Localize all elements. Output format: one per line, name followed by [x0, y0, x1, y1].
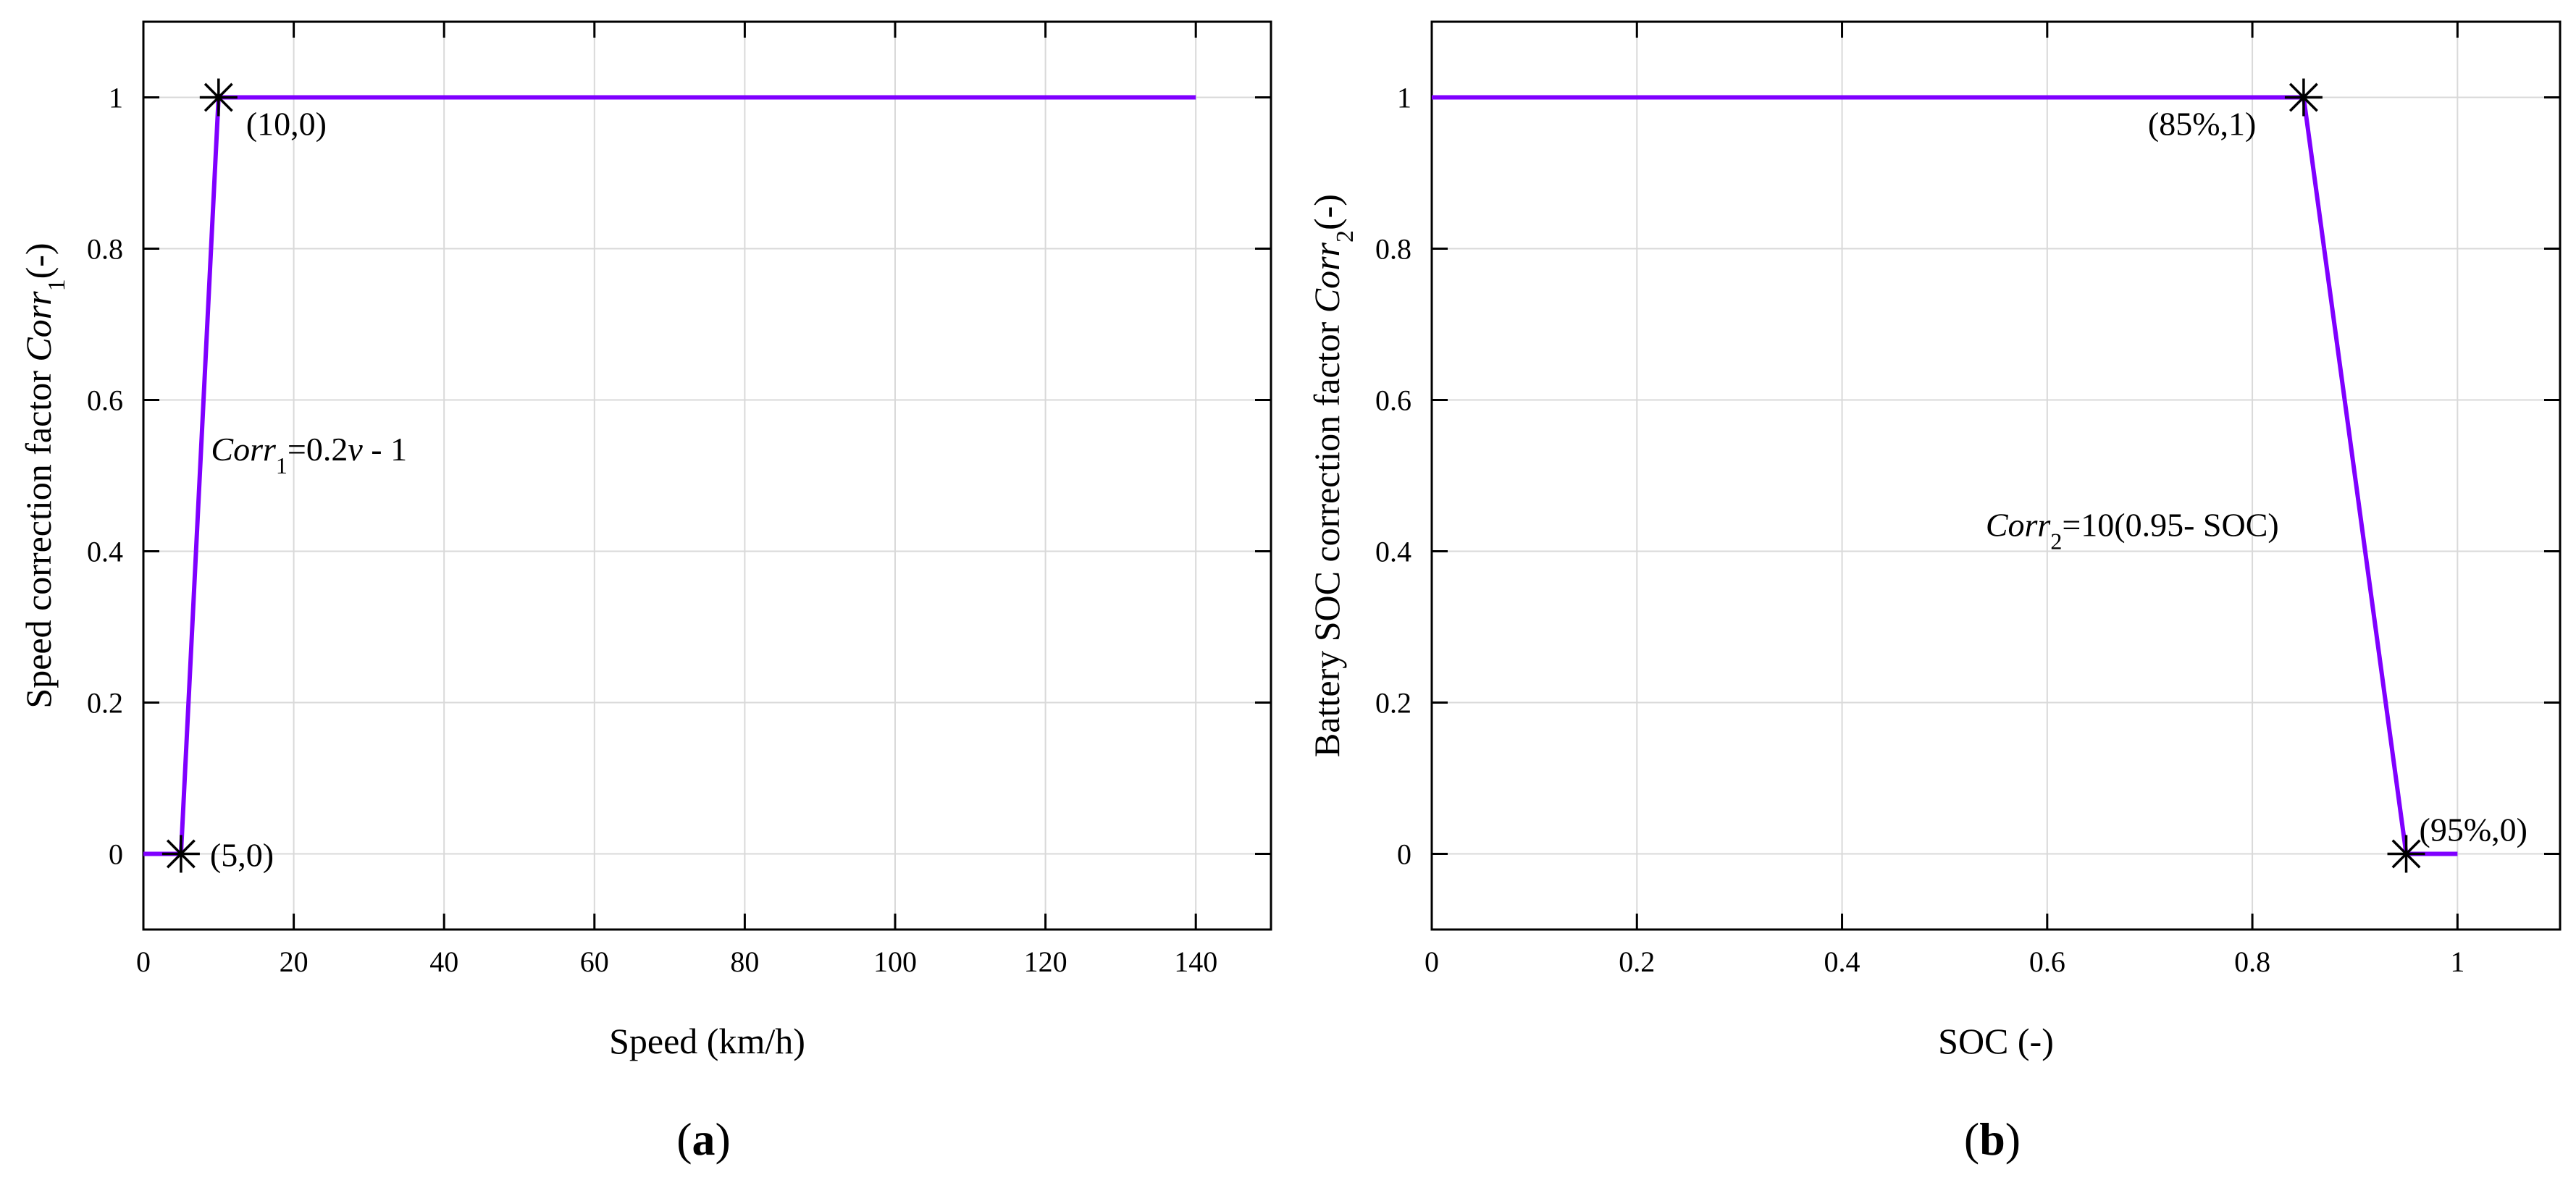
x-tick-label: 1: [2450, 945, 2464, 978]
data-marker: [2284, 78, 2323, 117]
panel-b-formula-annotation: Corr2=10(0.95- SOC): [1986, 507, 2279, 555]
x-tick-label: 20: [280, 945, 309, 978]
panel-a: 0 20 40 60 80 100 120 140 00.20.40.60.81 (5,0) …: [18, 20, 1272, 1165]
panel-a-markers: [161, 78, 238, 873]
panel-a-ticks: [142, 22, 1271, 930]
panel-b-y-tick-labels: 0 0.2 0.4 0.6 0.8 1: [1375, 82, 1411, 871]
y-tick-label: 0.2: [87, 687, 123, 720]
x-tick-label: 0.4: [1824, 945, 1860, 978]
panel-a-plot-frame: [142, 20, 1272, 931]
panel-b-markers: [2284, 78, 2425, 873]
x-tick-label: 0.2: [1619, 945, 1655, 978]
panel-b-marker-label-85-1: (85%,1): [2148, 106, 2256, 143]
panel-a-y-tick-labels: 0 0.2 0.4 0.6 0.8 1: [87, 82, 123, 871]
y-tick-label: 1: [109, 82, 123, 114]
y-tick-label: 0.2: [1375, 687, 1411, 720]
panel-a-grid: [143, 22, 1271, 930]
y-tick-label: 0.8: [87, 233, 123, 266]
y-tick-label: 1: [1397, 82, 1411, 114]
x-tick-label: 0: [1425, 945, 1439, 978]
panel-b-x-tick-labels: 0 0.2 0.4 0.6 0.8 1: [1425, 945, 2464, 978]
y-tick-label: 0.8: [1375, 233, 1411, 266]
x-tick-label: 80: [730, 945, 759, 978]
y-tick-label: 0: [1397, 838, 1411, 871]
data-marker: [161, 835, 200, 873]
panel-b-ticks: [1430, 22, 2560, 930]
x-tick-label: 40: [429, 945, 458, 978]
panel-a-formula-annotation: Corr1=0.2v - 1: [211, 431, 407, 479]
x-tick-label: 100: [873, 945, 917, 978]
panel-a-series: [143, 95, 1196, 856]
x-tick-label: 0.6: [2029, 945, 2065, 978]
panel-b-x-axis-label: SOC (-): [1938, 1021, 2054, 1061]
y-tick-label: 0.4: [87, 536, 123, 568]
x-tick-label: 120: [1024, 945, 1067, 978]
data-marker: [2387, 835, 2425, 873]
panel-b-plot-frame: [1430, 20, 2562, 931]
panel-b-series: [1432, 95, 2458, 856]
panel-b: 0 0.2 0.4 0.6 0.8 1 0 0.2 0.4 0.6 0.8 1 (85%,1) (9…: [1306, 20, 2562, 1165]
y-tick-label: 0.4: [1375, 536, 1411, 568]
panel-b-grid: [1432, 22, 2560, 930]
panel-a-x-axis-label: Speed (km/h): [609, 1021, 805, 1061]
x-tick-label: 140: [1174, 945, 1217, 978]
panel-b-y-axis-label: Battery SOC correction factor Corr2(-): [1306, 194, 1359, 757]
x-tick-label: 0.8: [2234, 945, 2270, 978]
y-tick-label: 0: [109, 838, 123, 871]
panel-a-marker-label-5-0: (5,0): [210, 837, 274, 874]
x-tick-label: 60: [580, 945, 609, 978]
y-tick-label: 0.6: [87, 384, 123, 417]
data-marker: [199, 78, 238, 117]
y-tick-label: 0.6: [1375, 384, 1411, 417]
panel-a-x-tick-labels: 0 20 40 60 80 100 120 140: [136, 945, 1217, 978]
panel-b-label: (b): [1964, 1113, 2021, 1165]
panel-a-marker-label-10-0: (10,0): [246, 106, 327, 143]
panel-a-label: (a): [676, 1113, 731, 1165]
panel-b-marker-label-95-0: (95%,0): [2420, 812, 2527, 848]
series-line: [1432, 95, 2458, 856]
series-line: [143, 95, 1196, 856]
x-tick-label: 0: [136, 945, 151, 978]
panel-a-y-axis-label: Speed correction factor Corr1(-): [18, 243, 70, 708]
